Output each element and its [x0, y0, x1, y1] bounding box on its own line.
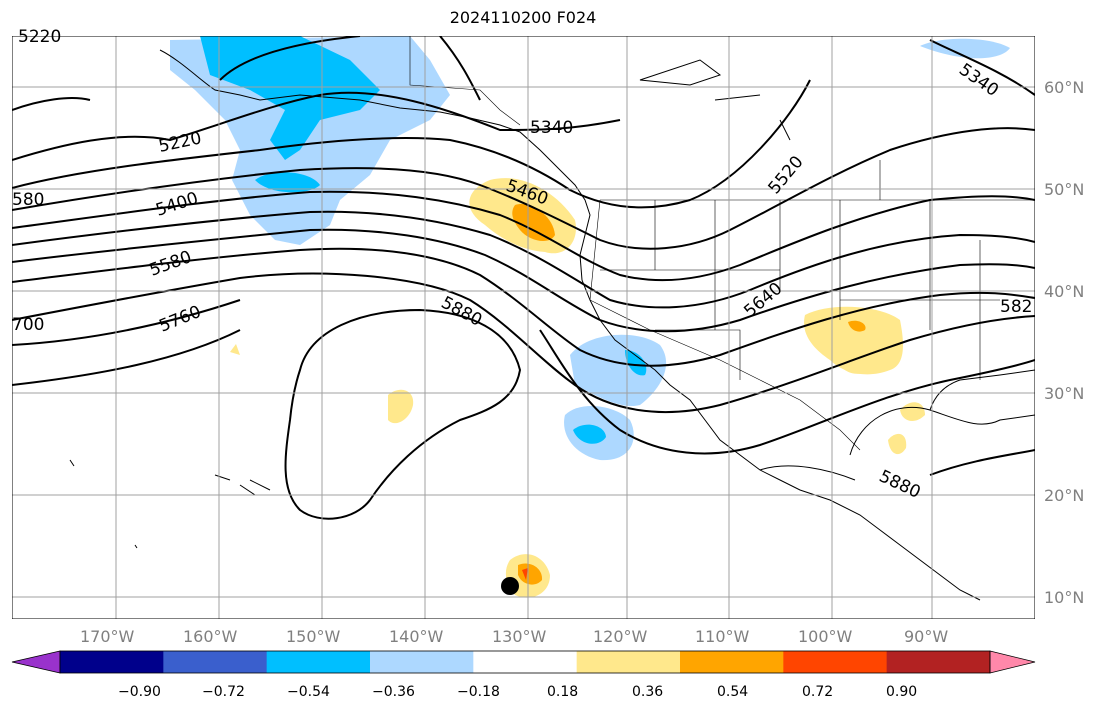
lon-label-110w: 110°W — [695, 627, 750, 646]
cold-anomaly-shading — [170, 36, 1010, 461]
lat-label-60n: 60°N — [1044, 78, 1085, 97]
colorbar-segment — [60, 651, 164, 673]
lat-label-50n: 50°N — [1044, 180, 1085, 199]
contour-label-5760: 5760 — [156, 302, 204, 337]
colorbar-segment — [783, 651, 888, 673]
height-contours — [12, 36, 1035, 520]
lat-label-10n: 10°N — [1044, 588, 1085, 607]
contour-labels: 5220 5220 5340 5460 5520 5640 5400 5580 … — [12, 27, 1032, 503]
colorbar-segment — [680, 651, 784, 673]
lat-label-30n: 30°N — [1044, 384, 1085, 403]
colorbar-segment — [576, 651, 681, 673]
lon-label-170w: 170°W — [80, 627, 135, 646]
colorbar-tick-label: −0.36 — [372, 684, 415, 700]
colorbar-extend-high — [989, 650, 1036, 674]
colorbar-segment — [163, 651, 268, 673]
lon-label-120w: 120°W — [593, 627, 648, 646]
colorbar-segment — [370, 651, 474, 673]
colorbar-tick-label: −0.90 — [118, 684, 161, 700]
lat-label-40n: 40°N — [1044, 282, 1085, 301]
contour-label-5520: 5520 — [765, 152, 808, 198]
lon-label-150w: 150°W — [286, 627, 341, 646]
lon-label-140w: 140°W — [389, 627, 444, 646]
lon-label-160w: 160°W — [183, 627, 238, 646]
colorbar-tick-label: 0.36 — [632, 684, 664, 700]
colorbar — [11, 650, 1036, 674]
contour-label-5580: 5580 — [147, 247, 194, 281]
lat-label-20n: 20°N — [1044, 486, 1085, 505]
storm-marker — [501, 577, 519, 595]
warm-anomaly-shading — [230, 178, 925, 598]
contour-label-580: 580 — [12, 190, 44, 210]
political-borders — [409, 36, 1035, 451]
colorbar-tick-label: 0.90 — [886, 684, 918, 700]
colorbar-tick-label: −0.54 — [287, 684, 330, 700]
contour-label-5880: 5880 — [438, 293, 486, 331]
colorbar-segment — [473, 651, 578, 673]
colorbar-tick-label: 0.18 — [547, 684, 579, 700]
contour-label-5340: 5340 — [530, 118, 573, 138]
colorbar-segment — [266, 651, 371, 673]
graticule — [12, 36, 1035, 619]
colorbar-tick-label: 0.72 — [802, 684, 834, 700]
colorbar-tick-label: −0.18 — [457, 684, 500, 700]
contour-label-5220-top: 5220 — [18, 27, 61, 47]
contour-label-582: 582 — [1000, 297, 1032, 317]
colorbar-tick-label: −0.72 — [202, 684, 245, 700]
contour-label-5340-east: 5340 — [955, 60, 1002, 101]
colorbar-extend-low — [11, 650, 61, 674]
contour-label-5400: 5400 — [153, 188, 200, 220]
colorbar-tick-label: 0.54 — [717, 684, 749, 700]
lon-label-90w: 90°W — [904, 627, 949, 646]
contour-label-700: 700 — [12, 315, 44, 335]
colorbar-outline — [59, 650, 991, 674]
contour-label-5220: 5220 — [157, 128, 203, 157]
colorbar-segment — [886, 651, 991, 673]
lon-label-130w: 130°W — [492, 627, 547, 646]
map-title: 2024110200 F024 — [449, 8, 597, 27]
contour-label-5880-gulf: 5880 — [876, 466, 924, 502]
lon-label-100w: 100°W — [798, 627, 853, 646]
